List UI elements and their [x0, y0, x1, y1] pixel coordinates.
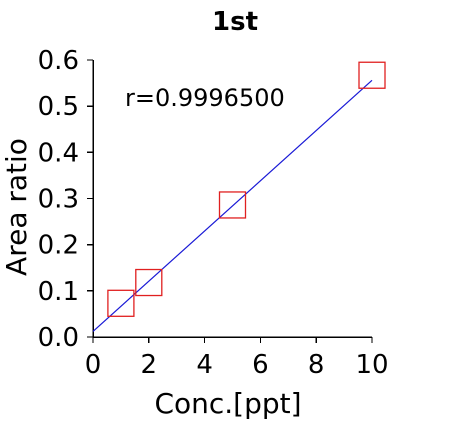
data-point-marker	[358, 61, 386, 89]
markers	[107, 61, 386, 317]
x-axis-label: Conc.[ppt]	[154, 387, 301, 420]
y-tick-label: 0.4	[38, 138, 79, 168]
y-axis-label: Area ratio	[0, 138, 33, 276]
y-tick-label: 0.3	[38, 185, 79, 215]
data-point-marker	[107, 289, 135, 317]
x-tick-label: 4	[196, 350, 213, 380]
data-point-marker	[218, 191, 247, 219]
chart-title: 1st	[212, 7, 258, 37]
data-point-marker	[135, 268, 163, 297]
x-tick-label: 8	[308, 350, 325, 380]
x-tick-label: 10	[355, 350, 388, 380]
y-tick-label: 0.1	[38, 277, 79, 307]
fit-line	[92, 79, 373, 332]
y-tick-label: 0.2	[38, 231, 79, 261]
x-ticks: 0 2 4 6 8 10	[85, 337, 389, 380]
y-tick-label: 0.5	[38, 92, 79, 122]
y-tick-label: 0.6	[38, 46, 79, 76]
x-tick-label: 2	[141, 350, 158, 380]
y-ticks: 0.0 0.1 0.2 0.3 0.4 0.5 0.6	[38, 46, 93, 353]
x-tick-label: 6	[252, 350, 269, 380]
x-tick-label: 0	[85, 350, 102, 380]
fit-line-group	[92, 79, 373, 332]
correlation-annotation: r=0.9996500	[125, 84, 285, 112]
y-tick-label: 0.0	[38, 323, 79, 353]
